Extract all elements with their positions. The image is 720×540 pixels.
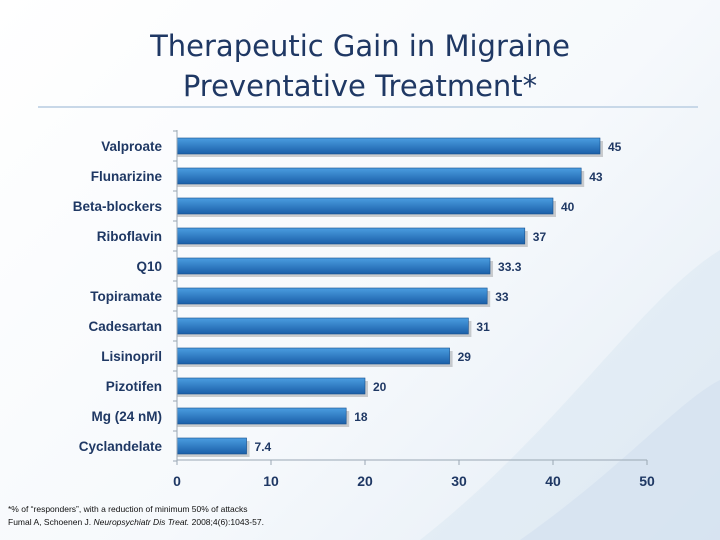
x-tick-label: 40 — [545, 473, 561, 489]
category-label: Pizotifen — [106, 379, 162, 394]
chart-title: Therapeutic Gain in Migraine Preventativ… — [0, 26, 720, 106]
bar-cadesartan — [176, 317, 469, 335]
value-label: 33 — [495, 290, 509, 304]
category-label: Riboflavin — [97, 229, 162, 244]
category-label: Flunarizine — [91, 169, 163, 184]
x-tick-label: 30 — [451, 473, 467, 489]
x-tick-label: 50 — [639, 473, 655, 489]
footnote-citation: Fumal A, Schoenen J. Neuropsychiatr Dis … — [8, 516, 428, 529]
value-label: 31 — [476, 320, 490, 334]
value-label: 20 — [373, 380, 387, 394]
bar-beta-blockers — [176, 197, 554, 215]
bar-flunarizine — [176, 167, 582, 185]
category-label: Cyclandelate — [79, 439, 163, 454]
x-tick-label: 20 — [357, 473, 373, 489]
category-label: Beta-blockers — [73, 199, 162, 214]
value-label: 40 — [561, 200, 575, 214]
bar-q10 — [176, 257, 491, 275]
citation-journal: Neuropsychiatr Dis Treat. — [93, 517, 190, 527]
category-label: Valproate — [101, 139, 162, 154]
bar-topiramate — [176, 287, 488, 305]
value-label: 29 — [458, 350, 472, 364]
category-label: Q10 — [136, 259, 162, 274]
title-divider — [38, 106, 698, 108]
value-label: 43 — [589, 170, 603, 184]
bar-mg-24-nm — [176, 407, 347, 425]
category-label: Mg (24 nM) — [92, 409, 163, 424]
citation-details: 2008;4(6):1043-57. — [189, 517, 264, 527]
category-label: Topiramate — [90, 289, 162, 304]
bar-pizotifen — [176, 377, 366, 395]
category-label: Cadesartan — [88, 319, 162, 334]
bar-valproate — [176, 137, 601, 155]
value-label: 18 — [354, 410, 368, 424]
title-line-2: Preventative Treatment* — [182, 69, 538, 103]
title-line-1: Therapeutic Gain in Migraine — [150, 29, 570, 63]
footnote-line-1: *% of “responders”, with a reduction of … — [8, 504, 248, 514]
value-label: 33.3 — [498, 260, 522, 274]
value-label: 7.4 — [255, 440, 272, 454]
bar-chart: Valproate 45 Flunarizine 43 Beta-blockers 40 R… — [73, 130, 655, 489]
value-label: 37 — [533, 230, 547, 244]
citation-authors: Fumal A, Schoenen J. — [8, 517, 94, 527]
value-label: 45 — [608, 140, 622, 154]
x-tick-label: 0 — [173, 473, 181, 489]
footnote: *% of “responders”, with a reduction of … — [8, 503, 428, 529]
bar-riboflavin — [176, 227, 526, 245]
bar-cyclandelate — [176, 437, 247, 455]
bar-lisinopril — [176, 347, 450, 365]
category-label: Lisinopril — [101, 349, 162, 364]
x-tick-label: 10 — [263, 473, 279, 489]
